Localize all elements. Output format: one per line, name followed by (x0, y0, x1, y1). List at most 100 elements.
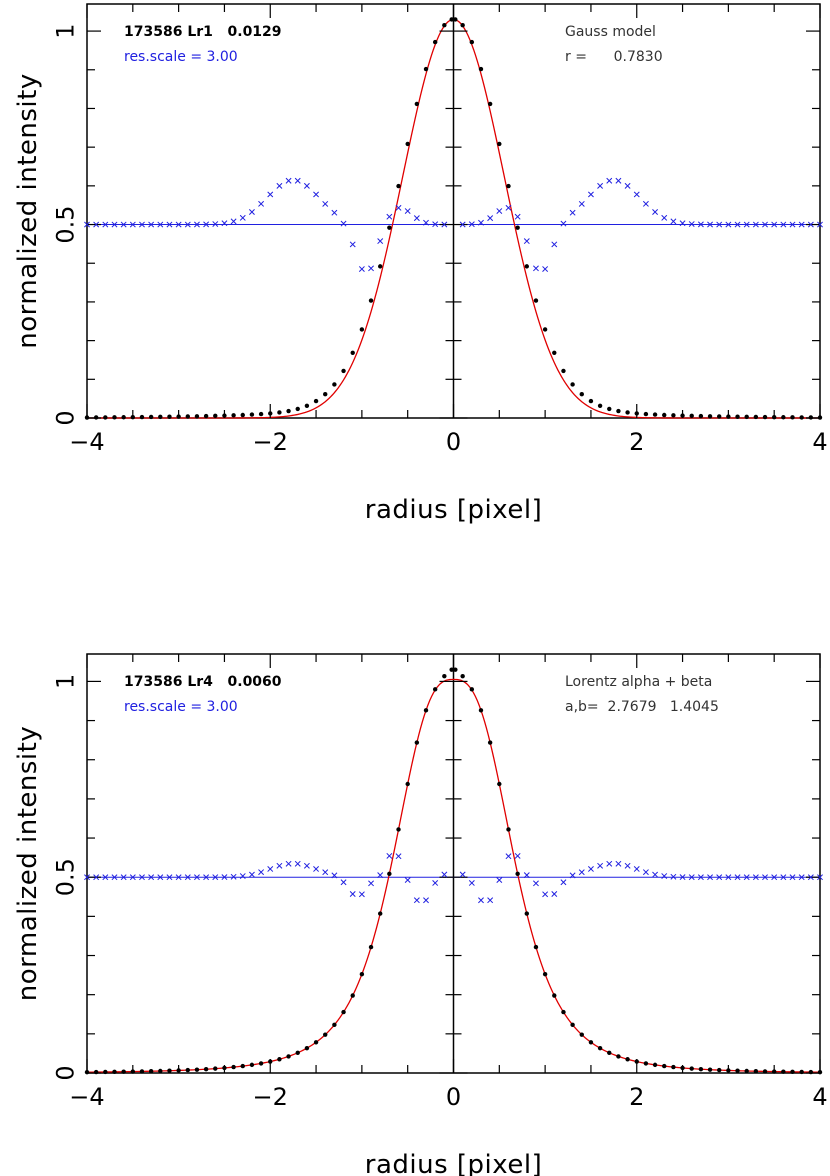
data-point (185, 1067, 190, 1073)
data-point (240, 1063, 245, 1069)
residual-point (743, 221, 750, 228)
data-point (103, 415, 108, 420)
data-point (423, 66, 429, 72)
data-point (634, 411, 639, 416)
data-point (588, 1040, 594, 1045)
data-point (304, 1045, 310, 1051)
residual-point (276, 182, 283, 189)
residual-point (203, 874, 210, 881)
data-point (203, 1066, 209, 1072)
y-tick-labels: 00.51 (51, 23, 79, 425)
data-point (790, 415, 795, 420)
residual-point (423, 219, 429, 226)
residual-point (386, 852, 393, 859)
model-name-label: Gauss model (565, 24, 656, 40)
data-point (249, 1062, 255, 1068)
data-point (781, 415, 786, 420)
residual-point (413, 215, 420, 222)
data-point (139, 414, 145, 420)
data-point (449, 667, 454, 672)
data-point (332, 382, 337, 387)
residual-point (807, 874, 814, 881)
residual-point (780, 874, 787, 881)
data-point (625, 410, 630, 415)
data-points (84, 17, 823, 420)
residual-point (120, 221, 127, 228)
residual-point (679, 220, 686, 227)
residual-point (496, 208, 503, 214)
residual-point (230, 873, 237, 880)
data-point (744, 1068, 749, 1074)
data-point (771, 414, 777, 420)
residual-point (569, 209, 576, 216)
residual-point (331, 209, 338, 216)
residual-point (111, 221, 118, 228)
data-point (506, 183, 511, 189)
data-point (84, 415, 90, 420)
y-tick-label: 1 (51, 674, 79, 689)
residual-scale-label: res.scale = 3.00 (124, 49, 238, 65)
residual-point (248, 871, 255, 878)
data-point (717, 1067, 722, 1073)
y-tick-labels: 00.51 (51, 674, 79, 1081)
residual-point (93, 221, 100, 228)
data-point (726, 1068, 731, 1073)
data-point (323, 392, 328, 397)
y-tick-label: 0.5 (51, 205, 79, 243)
data-point (689, 1066, 694, 1071)
data-point (231, 1064, 236, 1070)
data-point (808, 415, 814, 420)
y-axis-title: normalized intensity (13, 73, 43, 348)
data-point (579, 392, 584, 397)
data-point (176, 1068, 181, 1073)
data-point (185, 414, 190, 419)
residual-point (148, 221, 155, 228)
data-point (304, 403, 310, 408)
residual-point (771, 221, 778, 228)
data-point (313, 1040, 319, 1045)
data-point (744, 414, 749, 420)
residual-point (523, 238, 530, 245)
x-tick-label: −2 (253, 1083, 288, 1111)
residual-point (615, 177, 622, 184)
residual-point (313, 866, 320, 872)
residual-point (670, 218, 677, 225)
data-point (781, 1069, 786, 1074)
residual-markers (84, 852, 823, 904)
residual-point (258, 200, 265, 207)
residual-point (395, 204, 402, 211)
residual-point (377, 872, 384, 879)
residual-point (533, 880, 539, 887)
residual-point (175, 221, 182, 228)
residual-point (560, 220, 567, 227)
residual-point (432, 879, 439, 886)
residual-point (294, 177, 301, 184)
x-tick-labels: −4 −2 0 2 4 (69, 428, 827, 456)
residual-point (102, 874, 109, 881)
data-point (698, 413, 704, 419)
data-point (112, 1069, 117, 1075)
lorentz-model-curve (86, 678, 821, 1073)
data-point (341, 1009, 346, 1015)
data-point (762, 414, 768, 420)
data-point (341, 368, 346, 374)
x-tick-label: 0 (446, 1083, 461, 1111)
residual-point (258, 869, 265, 876)
residual-point (487, 897, 494, 904)
residual-point (404, 208, 411, 214)
residual-point (624, 862, 631, 869)
residual-point (688, 874, 695, 881)
residual-point (193, 874, 200, 881)
data-point (717, 414, 722, 419)
data-point (478, 708, 484, 713)
data-point (194, 1067, 200, 1072)
data-point (359, 971, 365, 977)
data-point (423, 708, 429, 713)
data-point (194, 414, 200, 419)
data-point (396, 183, 401, 189)
residual-point (93, 874, 100, 881)
x-axis-title: radius [pixel] (365, 495, 542, 525)
data-point (378, 264, 383, 269)
residual-point (606, 860, 613, 867)
data-point (158, 414, 163, 420)
